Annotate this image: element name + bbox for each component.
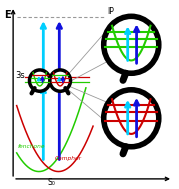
Text: S₀: S₀ <box>47 178 55 187</box>
Text: 3s: 3s <box>16 71 26 80</box>
Text: Camphor: Camphor <box>55 156 82 160</box>
Circle shape <box>30 70 50 91</box>
Circle shape <box>104 90 159 147</box>
Text: IP: IP <box>107 7 114 16</box>
Text: E: E <box>4 10 11 20</box>
Circle shape <box>50 70 71 91</box>
Circle shape <box>104 16 159 73</box>
Text: fenchone: fenchone <box>18 145 45 149</box>
